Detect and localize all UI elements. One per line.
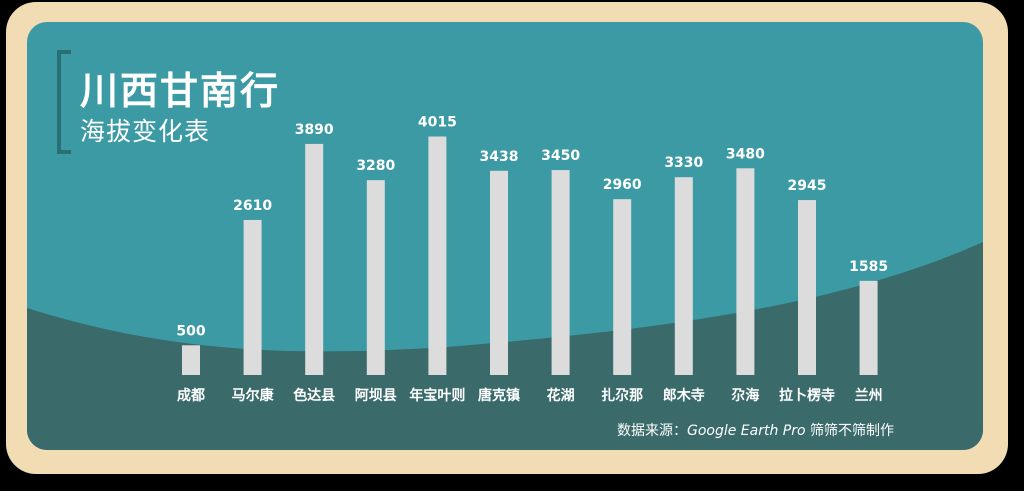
bar-9 [736, 168, 755, 375]
bar-3 [366, 180, 385, 375]
bar-5 [490, 170, 508, 375]
data-label-11: 1585 [849, 259, 888, 275]
category-label-3: 阿坝县 [355, 388, 397, 404]
category-label-7: 扎尕那 [601, 387, 643, 404]
data-label-9: 3480 [726, 146, 765, 162]
data-label-10: 2945 [788, 178, 827, 194]
source-note: 数据来源：Google Earth Pro 筛筛不筛制作 [617, 420, 894, 440]
category-label-1: 马尔康 [232, 387, 275, 404]
bar-2 [305, 143, 324, 375]
source-prefix: 数据来源： [616, 423, 687, 439]
source-tool: Google Earth Pro [686, 423, 806, 439]
bar-7 [613, 199, 632, 375]
category-label-9: 尕海 [731, 387, 759, 404]
data-label-3: 3280 [356, 158, 395, 174]
category-label-8: 郎木寺 [663, 387, 705, 404]
data-label-7: 2960 [603, 177, 642, 193]
chart-subtitle: 海拔变化表 [80, 117, 211, 146]
data-label-0: 500 [176, 323, 205, 339]
category-label-6: 花湖 [547, 387, 575, 404]
data-label-5: 3438 [480, 149, 519, 165]
category-label-2: 色达县 [293, 387, 335, 404]
data-label-8: 3330 [664, 155, 703, 171]
data-label-4: 4015 [418, 115, 457, 131]
title-bracket [57, 50, 71, 154]
bar-10 [798, 200, 816, 375]
category-label-0: 成都 [177, 387, 205, 404]
category-label-4: 年宝叶则 [409, 387, 465, 404]
bar-6 [551, 170, 570, 375]
category-label-11: 兰州 [855, 387, 883, 404]
bar-8 [674, 177, 693, 375]
bar-0 [182, 345, 200, 375]
bar-1 [243, 219, 262, 375]
bar-11 [859, 280, 878, 375]
data-label-2: 3890 [295, 122, 334, 138]
category-label-5: 唐克镇 [478, 387, 520, 404]
category-label-10: 拉卜楞寺 [779, 387, 835, 404]
bar-4 [428, 136, 447, 375]
data-label-6: 3450 [541, 148, 580, 164]
chart-title: 川西甘南行 [80, 69, 281, 113]
source-suffix: 筛筛不筛制作 [805, 423, 894, 439]
data-label-1: 2610 [233, 198, 272, 214]
